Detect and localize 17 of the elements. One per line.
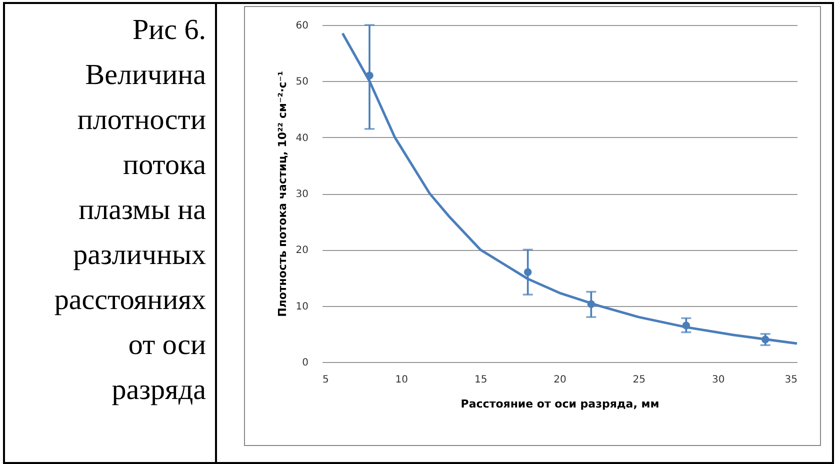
x-tick-label: 10 — [395, 374, 408, 386]
x-tick-label: 5 — [322, 374, 329, 386]
x-tick-label: 35 — [784, 374, 798, 386]
y-tick-label: 20 — [296, 245, 308, 256]
x-axis-title: Расстояние от оси разряда, мм — [460, 398, 660, 410]
x-tick-label: 25 — [632, 374, 646, 386]
y-tick-label: 30 — [296, 189, 308, 200]
x-tick-label: 30 — [712, 374, 725, 386]
y-tick-label: 60 — [296, 20, 308, 32]
y-axis-title: Плотность потока частиц, 10²² см⁻²·с⁻¹ — [276, 70, 289, 317]
x-tick-label: 20 — [554, 374, 566, 386]
y-tick-label: 40 — [296, 132, 308, 144]
y-tick-label: 10 — [296, 301, 308, 312]
y-tick-label: 0 — [302, 358, 308, 368]
y-tick-label: 50 — [296, 76, 308, 88]
x-tick-label: 15 — [474, 374, 488, 386]
chart-title: Рис 6. Величина плотности потока плазмы на различных расстояниях от оси разряда — [54, 14, 206, 406]
